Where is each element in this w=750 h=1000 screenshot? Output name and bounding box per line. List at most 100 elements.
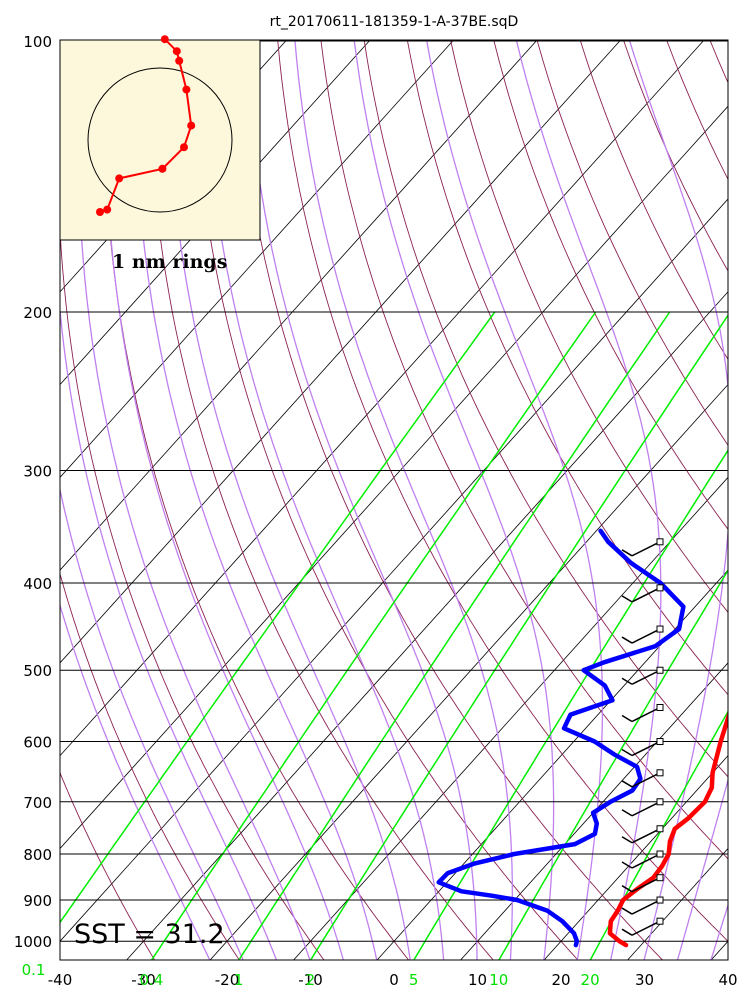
mixing-ratio-label: 10 [489,971,508,989]
wind-barb [621,896,664,915]
isotherm-line [126,291,728,960]
pressure-tick-label: 100 [23,33,52,51]
dry-adiabat-line [234,40,664,960]
temperature-tick-label: 10 [468,971,487,989]
dry-adiabat-line [190,40,579,960]
moist-adiabat-line [244,40,478,960]
hodograph-point [96,208,104,216]
isotherm-line [60,40,537,571]
hodograph-line [99,38,193,213]
wind-barb-station [656,896,664,904]
wind-barb-flag [621,714,633,723]
pressure-tick-label: 700 [23,794,52,812]
mixing-ratio-label: 5 [409,971,419,989]
moist-adiabat-line [60,304,278,960]
wind-barb-flag [621,780,633,788]
dry-adiabat-line [147,40,494,960]
dry-adiabat-line [536,40,728,446]
pressure-tick-label: 600 [23,734,52,752]
wind-barb-station [656,798,664,806]
wind-barb-station [656,738,664,746]
mixing-ratio-line [413,448,728,960]
pressure-tick-label: 200 [23,304,52,322]
dry-adiabat-line [363,40,728,778]
wind-barb-staff [631,541,661,557]
wind-barb-staff [631,772,661,788]
isotherm-line [209,383,728,960]
wind-barb-flag [621,677,633,685]
pressure-tick-label: 1000 [14,933,52,951]
pressure-tick-label: 800 [23,846,52,864]
moist-adiabat-line [105,40,344,960]
moist-adiabat-line [60,486,244,960]
temperature-axis: -40 -30 -20 -10 0 10 20 30 40 [48,971,738,989]
wind-barb [621,625,664,644]
wind-barb-staff [631,899,661,915]
wind-barb-station [656,704,664,712]
hodograph-point [103,205,112,214]
wind-barb-flag [621,885,633,893]
moist-adiabat-line [202,40,445,960]
hodograph-ring [87,67,233,213]
mixing-ratio-label: 2 [306,971,316,989]
temperature-tick-label: -40 [48,971,73,989]
wind-barb-flag [621,928,633,936]
temperature-tick-label: 40 [718,971,737,989]
isotherm-line [60,40,704,757]
wind-barb-flag [621,595,633,603]
dry-adiabat-line [277,40,728,942]
hodograph-point [180,143,188,152]
wind-barb-flag [621,861,633,869]
wind-barb-flag [621,836,633,844]
wind-barb-staff [631,706,661,723]
moist-adiabat-line [353,40,555,960]
hodograph-point [160,35,169,44]
pressure-tick-label: 400 [23,575,52,593]
hodograph-trace [96,35,196,216]
hodograph-inset [59,35,261,241]
wind-barb-staff [631,877,661,893]
hodograph-point [115,174,124,183]
hodograph-background [59,39,261,241]
dewpoint-profile [436,528,686,948]
wind-barb-flag [621,809,633,817]
dry-adiabat-line [60,572,240,960]
wind-barb-staff [631,669,661,685]
background-lines [60,40,750,960]
mixing-ratio-label: 20 [581,971,600,989]
wind-barb-flag [621,748,633,757]
pressure-tick-label: 500 [23,662,52,680]
isotherm-line [60,40,454,478]
wind-barb [621,798,664,817]
moist-adiabat-line [60,603,211,960]
wind-barb-station [656,666,664,674]
pressure-tick-label: 900 [23,892,52,910]
wind-barb-station [656,917,664,925]
wind-barb-station [656,584,664,592]
profile-lines [436,528,728,948]
mixing-ratio-label: 0.4 [139,971,163,989]
temperature-tick-label: 20 [551,971,570,989]
isotherm-line [60,105,728,850]
wind-barb-flag [621,636,633,644]
moist-adiabat-line [744,41,750,960]
dry-adiabat-line [60,771,156,960]
wind-barb [621,917,664,936]
wind-barb-staff [631,628,661,644]
dry-adiabat-line [493,40,728,531]
wind-barb-station [656,538,664,546]
wind-barb [621,825,664,844]
wind-barb [621,738,664,757]
moist-adiabat-line [676,777,728,960]
dry-adiabat-line [450,40,728,614]
chart-title: rt_20170611-181359-1-A-37BE.sqD [270,14,519,30]
moist-adiabat-line [426,40,604,960]
isotherm-line [543,755,728,960]
moist-adiabat-line [629,40,728,960]
wind-barb [621,874,664,893]
hodograph-point [175,56,184,65]
wind-barb-staff [631,801,661,817]
isotherm-line [376,569,728,960]
wind-barb [621,538,664,557]
moist-adiabat-line [294,40,513,960]
